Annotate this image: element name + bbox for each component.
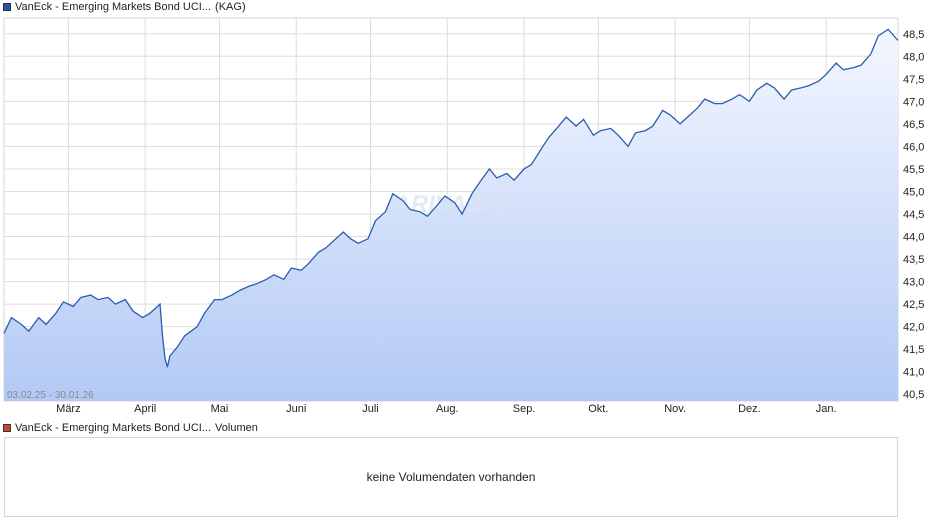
no-volume-message: keine Volumendaten vorhanden [366, 470, 536, 484]
y-tick-label: 45,5 [903, 164, 924, 176]
y-tick-label: 44,0 [903, 232, 924, 244]
price-line [3, 28, 899, 368]
price-series-tag: (KAG) [215, 1, 246, 13]
price-series-name: VanEck - Emerging Markets Bond UCI... [15, 1, 212, 13]
y-tick-label: 41,0 [903, 367, 924, 379]
x-tick-label: Dez. [738, 403, 761, 415]
watermark: ARIVA.DE [393, 191, 508, 218]
volume-legend: VanEck - Emerging Markets Bond UCI... Vo… [3, 421, 258, 435]
x-tick-label: Aug. [436, 403, 459, 415]
price-series-swatch [3, 3, 11, 11]
x-tick-label: Sep. [513, 403, 536, 415]
y-tick-label: 43,5 [903, 254, 924, 266]
x-tick-label: Juli [362, 403, 379, 415]
x-tick-label: Nov. [664, 403, 686, 415]
x-tick-label: März [56, 403, 80, 415]
price-area [4, 29, 898, 402]
y-tick-label: 41,5 [903, 344, 924, 356]
x-tick-label: April [134, 403, 156, 415]
y-tick-label: 46,0 [903, 141, 924, 153]
y-tick-label: 47,5 [903, 74, 924, 86]
volume-series-label: Volumen [215, 422, 258, 434]
y-tick-label: 48,5 [903, 29, 924, 41]
date-range-label: 03.02.25 - 30.01.26 [7, 390, 94, 401]
y-tick-label: 42,5 [903, 299, 924, 311]
volume-panel: keine Volumendaten vorhanden [4, 437, 898, 517]
x-tick-label: Okt. [588, 403, 608, 415]
y-axis-labels: 40,5 41,0 41,5 42,0 42,5 43,0 43,5 44,0 44,5 45,0… [903, 29, 924, 401]
y-tick-label: 40,5 [903, 389, 924, 401]
y-tick-label: 42,0 [903, 322, 924, 334]
y-tick-label: 47,0 [903, 96, 924, 108]
y-tick-label: 48,0 [903, 51, 924, 63]
volume-series-swatch [3, 424, 11, 432]
x-axis-labels: März April Mai Juni Juli Aug. Sep. Okt. Nov. Dez.… [56, 403, 836, 415]
y-tick-label: 46,5 [903, 119, 924, 131]
x-tick-label: Jan. [816, 403, 837, 415]
x-tick-label: Mai [211, 403, 229, 415]
y-tick-label: 43,0 [903, 277, 924, 289]
volume-series-name: VanEck - Emerging Markets Bond UCI... [15, 422, 212, 434]
price-legend: VanEck - Emerging Markets Bond UCI... (K… [3, 0, 246, 14]
x-tick-label: Juni [286, 403, 306, 415]
y-tick-label: 45,0 [903, 186, 924, 198]
y-tick-label: 44,5 [903, 209, 924, 221]
